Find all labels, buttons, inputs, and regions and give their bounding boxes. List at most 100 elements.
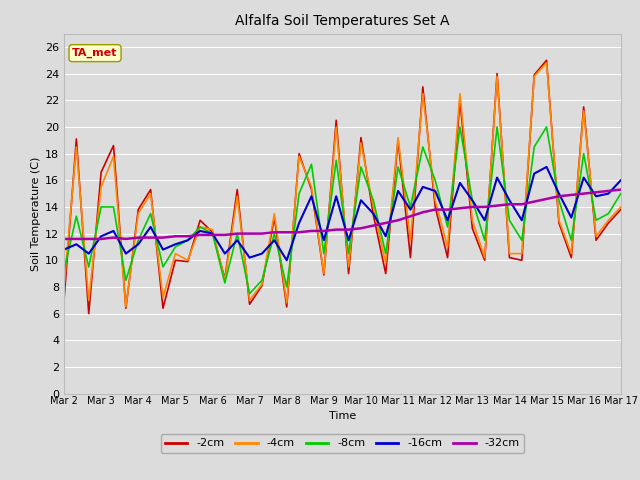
-4cm bbox=[283, 300, 291, 306]
-8cm bbox=[580, 151, 588, 156]
-16cm bbox=[444, 217, 451, 223]
-32cm bbox=[605, 188, 612, 194]
Legend: -2cm, -4cm, -8cm, -16cm, -32cm: -2cm, -4cm, -8cm, -16cm, -32cm bbox=[161, 434, 524, 453]
-32cm bbox=[382, 220, 390, 226]
-8cm bbox=[283, 284, 291, 290]
-8cm bbox=[493, 124, 501, 130]
-4cm bbox=[394, 135, 402, 141]
-2cm bbox=[580, 104, 588, 110]
-32cm bbox=[72, 236, 80, 242]
-2cm bbox=[431, 204, 439, 210]
-16cm bbox=[147, 224, 154, 230]
-4cm bbox=[308, 184, 316, 190]
-32cm bbox=[234, 231, 241, 237]
-2cm bbox=[518, 257, 525, 263]
-8cm bbox=[196, 224, 204, 230]
-8cm bbox=[357, 164, 365, 170]
-4cm bbox=[60, 284, 68, 290]
-4cm bbox=[617, 204, 625, 210]
-16cm bbox=[406, 207, 414, 213]
-32cm bbox=[85, 236, 93, 242]
-32cm bbox=[271, 229, 278, 235]
-8cm bbox=[345, 251, 353, 256]
-2cm bbox=[159, 305, 167, 311]
-2cm bbox=[295, 151, 303, 156]
-32cm bbox=[109, 235, 117, 240]
-2cm bbox=[97, 169, 105, 175]
-2cm bbox=[196, 217, 204, 223]
-32cm bbox=[320, 228, 328, 234]
-32cm bbox=[617, 187, 625, 192]
-2cm bbox=[543, 58, 550, 63]
-32cm bbox=[518, 202, 525, 207]
-4cm bbox=[555, 217, 563, 223]
-32cm bbox=[406, 214, 414, 219]
-16cm bbox=[345, 238, 353, 243]
-8cm bbox=[555, 197, 563, 203]
-32cm bbox=[221, 232, 228, 238]
-2cm bbox=[221, 276, 228, 282]
Y-axis label: Soil Temperature (C): Soil Temperature (C) bbox=[31, 156, 41, 271]
-4cm bbox=[592, 233, 600, 239]
-32cm bbox=[444, 207, 451, 213]
-32cm bbox=[431, 207, 439, 213]
-8cm bbox=[159, 264, 167, 270]
-4cm bbox=[97, 184, 105, 190]
-8cm bbox=[617, 191, 625, 196]
-8cm bbox=[85, 264, 93, 270]
Line: -32cm: -32cm bbox=[64, 190, 621, 239]
-4cm bbox=[419, 91, 427, 96]
-8cm bbox=[394, 164, 402, 170]
-4cm bbox=[172, 251, 179, 256]
-2cm bbox=[568, 255, 575, 261]
-16cm bbox=[283, 257, 291, 263]
-8cm bbox=[147, 211, 154, 216]
-8cm bbox=[209, 231, 216, 237]
-32cm bbox=[60, 236, 68, 242]
-2cm bbox=[468, 226, 476, 231]
Line: -4cm: -4cm bbox=[64, 63, 621, 307]
-32cm bbox=[481, 204, 488, 210]
-4cm bbox=[196, 224, 204, 230]
-32cm bbox=[592, 190, 600, 195]
-2cm bbox=[258, 283, 266, 288]
-32cm bbox=[246, 231, 253, 237]
-8cm bbox=[320, 251, 328, 256]
-4cm bbox=[345, 264, 353, 270]
-16cm bbox=[258, 251, 266, 256]
-4cm bbox=[406, 238, 414, 243]
-2cm bbox=[456, 97, 464, 103]
-32cm bbox=[332, 227, 340, 232]
-2cm bbox=[444, 255, 451, 261]
-8cm bbox=[444, 224, 451, 230]
X-axis label: Time: Time bbox=[329, 410, 356, 420]
Line: -8cm: -8cm bbox=[64, 127, 621, 294]
-2cm bbox=[122, 305, 130, 311]
-2cm bbox=[345, 271, 353, 276]
-32cm bbox=[394, 217, 402, 223]
-4cm bbox=[468, 217, 476, 223]
-32cm bbox=[456, 205, 464, 211]
-16cm bbox=[271, 238, 278, 243]
-16cm bbox=[431, 188, 439, 194]
-16cm bbox=[72, 241, 80, 247]
-4cm bbox=[134, 211, 142, 216]
-16cm bbox=[543, 164, 550, 170]
-4cm bbox=[246, 298, 253, 303]
-4cm bbox=[369, 204, 377, 210]
-8cm bbox=[221, 280, 228, 286]
-4cm bbox=[122, 304, 130, 310]
-4cm bbox=[543, 60, 550, 66]
-8cm bbox=[382, 251, 390, 256]
-8cm bbox=[456, 124, 464, 130]
-8cm bbox=[122, 277, 130, 283]
-32cm bbox=[308, 228, 316, 234]
-4cm bbox=[147, 191, 154, 196]
-16cm bbox=[332, 193, 340, 199]
-8cm bbox=[109, 204, 117, 210]
-2cm bbox=[134, 207, 142, 213]
-16cm bbox=[580, 175, 588, 180]
-16cm bbox=[468, 197, 476, 203]
-8cm bbox=[419, 144, 427, 150]
-16cm bbox=[617, 178, 625, 183]
